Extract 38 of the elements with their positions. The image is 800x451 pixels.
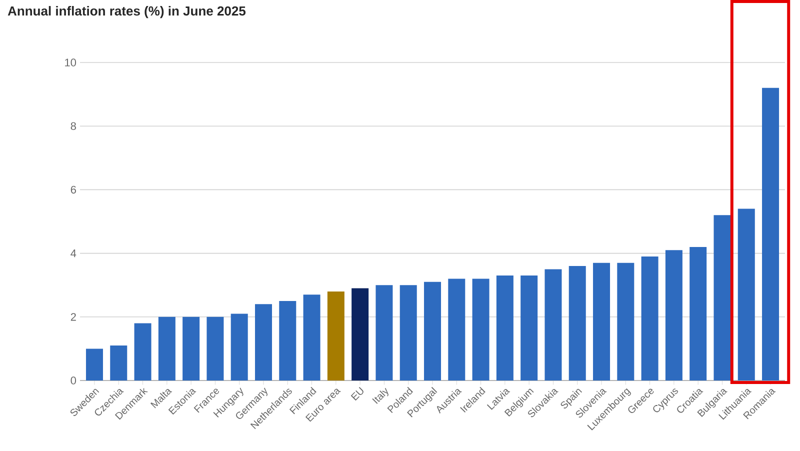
bar <box>424 282 442 381</box>
chart-title: Annual inflation rates (%) in June 2025 <box>8 6 246 18</box>
x-tick-label: Italy <box>372 388 388 404</box>
bar <box>738 209 755 381</box>
bar <box>617 263 634 381</box>
bar <box>593 263 610 381</box>
bar <box>110 346 128 381</box>
y-tick-label: 10 <box>65 58 76 67</box>
bar <box>182 317 200 381</box>
bar <box>665 250 682 381</box>
y-tick-label: 4 <box>70 250 76 258</box>
y-tick-label: 6 <box>70 186 76 194</box>
bar <box>520 276 538 381</box>
bar <box>448 278 466 381</box>
bar <box>568 266 586 381</box>
bar <box>134 324 152 381</box>
bar <box>230 314 248 381</box>
x-tick-label: EU <box>350 387 364 401</box>
bar <box>279 301 296 381</box>
bar <box>690 247 707 381</box>
bar <box>254 304 272 381</box>
y-tick-label: 2 <box>70 313 76 321</box>
bar <box>376 285 393 381</box>
y-tick-label: 0 <box>70 376 76 385</box>
bar <box>206 317 224 381</box>
bar <box>86 348 103 381</box>
y-tick-label: 8 <box>70 122 76 130</box>
bar <box>400 285 417 381</box>
bar <box>496 276 514 381</box>
bar <box>714 215 731 381</box>
bar <box>303 294 320 381</box>
bar <box>327 292 344 381</box>
bar <box>762 88 780 381</box>
bar <box>544 269 562 381</box>
bar <box>472 278 490 381</box>
bar <box>641 256 658 381</box>
bar <box>158 317 176 381</box>
bar <box>352 288 369 381</box>
